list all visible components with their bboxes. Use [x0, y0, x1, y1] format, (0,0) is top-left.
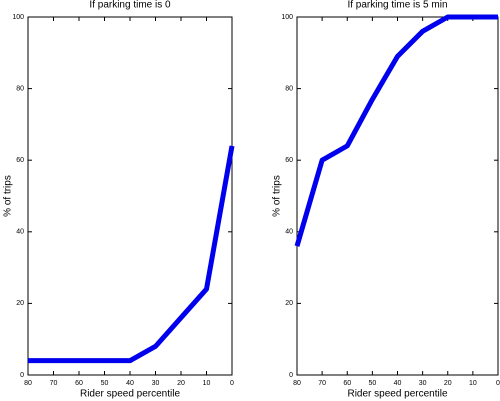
x-tick-label: 0: [230, 380, 234, 387]
x-axis-label: Rider speed percentile: [347, 389, 447, 400]
y-tick-label: 80: [285, 85, 293, 92]
x-tick-label: 10: [469, 380, 477, 387]
chart-title: If parking time is 0: [89, 0, 171, 11]
y-tick-label: 100: [281, 14, 293, 21]
x-tick-label: 40: [394, 380, 402, 387]
y-tick-label: 0: [289, 372, 293, 379]
x-tick-label: 0: [496, 380, 500, 387]
x-tick-label: 70: [50, 380, 58, 387]
x-tick-label: 60: [75, 380, 83, 387]
x-tick-label: 80: [24, 380, 32, 387]
y-tick-label: 20: [285, 300, 293, 307]
x-tick-label: 20: [177, 380, 185, 387]
x-tick-label: 80: [293, 380, 301, 387]
y-axis-label: % of trips: [272, 175, 283, 217]
y-axis-label: % of trips: [3, 175, 14, 217]
x-tick-label: 70: [318, 380, 326, 387]
y-tick-label: 40: [16, 229, 24, 236]
y-tick-label: 100: [12, 14, 24, 21]
x-axis-label: Rider speed percentile: [80, 389, 180, 400]
plot-frame: [27, 16, 233, 376]
x-tick-label: 20: [444, 380, 452, 387]
y-tick-label: 80: [16, 85, 24, 92]
data-line: [294, 14, 498, 247]
y-tick-label: 60: [285, 157, 293, 164]
y-tick-label: 20: [16, 300, 24, 307]
y-tick-label: 0: [20, 372, 24, 379]
x-tick-label: 60: [343, 380, 351, 387]
x-tick-label: 40: [126, 380, 134, 387]
y-tick-label: 60: [16, 157, 24, 164]
data-line: [28, 145, 235, 364]
x-tick-label: 50: [368, 380, 376, 387]
x-tick-label: 30: [419, 380, 427, 387]
x-tick-label: 30: [152, 380, 160, 387]
x-tick-label: 50: [101, 380, 109, 387]
plot-frame: [296, 16, 499, 376]
chart-title: If parking time is 5 min: [347, 0, 447, 11]
x-tick-label: 10: [203, 380, 211, 387]
y-tick-label: 40: [285, 229, 293, 236]
